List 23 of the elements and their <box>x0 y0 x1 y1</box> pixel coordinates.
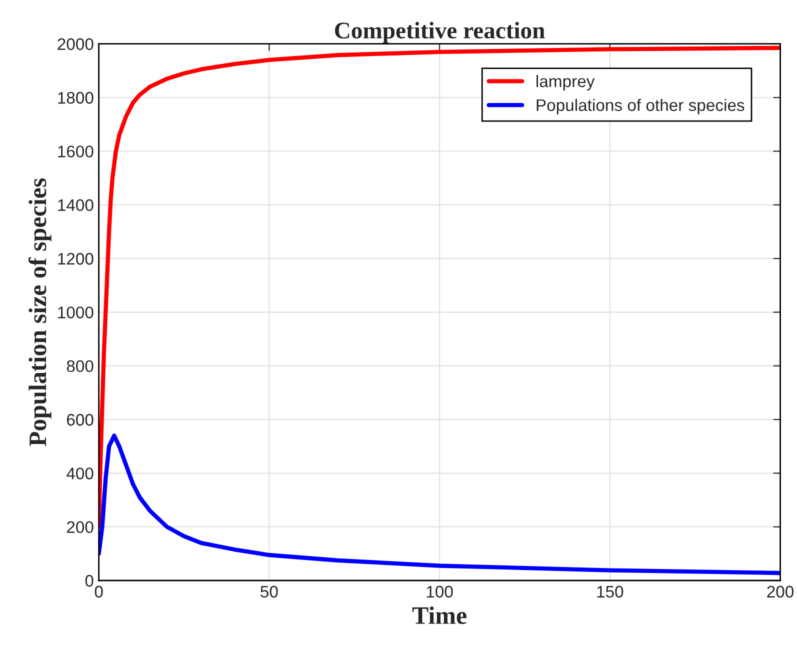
y-tick-label: 1800 <box>58 92 94 104</box>
y-tick-label: 600 <box>67 414 94 426</box>
y-tick-label: 400 <box>66 468 94 480</box>
y-tick-label: 200 <box>67 521 94 534</box>
legend-label: lamprey <box>536 74 595 90</box>
x-tick-label: 100 <box>426 586 453 598</box>
y-tick-label: 1000 <box>58 306 94 318</box>
y-tick-label: 1200 <box>58 252 94 265</box>
y-tick-label: 2000 <box>58 38 94 50</box>
x-axis-title: Time <box>412 606 466 624</box>
y-axis-title: Population size of species <box>28 178 52 446</box>
legend-label: Populations of other species <box>536 98 744 114</box>
y-tick-label: 800 <box>66 360 94 372</box>
y-tick-label: 0 <box>85 574 94 587</box>
y-tick-label: 1400 <box>58 199 94 212</box>
x-tick-label: 0 <box>94 586 103 598</box>
y-tick-label: 1600 <box>58 146 94 158</box>
line-series <box>98 434 780 576</box>
chart-title: Competitive reaction <box>335 22 545 44</box>
x-tick-label: 200 <box>767 586 794 598</box>
line-series <box>98 46 780 529</box>
x-tick-label: 50 <box>260 586 278 598</box>
x-tick-label: 150 <box>597 586 624 598</box>
